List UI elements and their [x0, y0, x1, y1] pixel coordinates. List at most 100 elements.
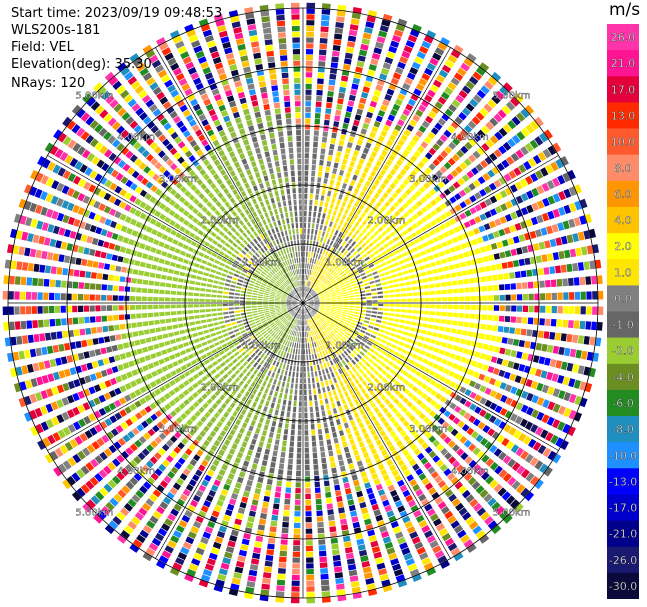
gate-cell: [474, 394, 482, 402]
gate-cell: [26, 277, 33, 286]
gate-cell: [378, 444, 385, 452]
gate-cell: [38, 278, 44, 287]
gate-cell: [373, 351, 380, 357]
gate-cell: [280, 285, 285, 290]
gate-cell: [259, 4, 269, 11]
gate-cell: [460, 534, 470, 544]
gate-cell: [183, 200, 190, 207]
gate-cell: [94, 173, 103, 182]
gate-cell: [332, 554, 341, 561]
gate-cell: [530, 475, 540, 486]
gate-cell: [257, 307, 263, 310]
gate-cell: [321, 189, 326, 196]
gate-cell: [544, 357, 551, 366]
gate-cell: [249, 359, 255, 365]
gate-cell: [437, 555, 448, 564]
gate-cell: [104, 218, 112, 226]
gate-cell: [441, 358, 448, 365]
gate-cell: [341, 183, 347, 189]
gate-cell: [104, 149, 113, 158]
gate-cell: [317, 521, 324, 528]
gate-cell: [293, 276, 296, 282]
gate-cell: [146, 444, 154, 453]
gate-cell: [512, 339, 520, 346]
gate-cell: [320, 148, 326, 155]
gate-cell: [292, 312, 297, 317]
gate-cell: [188, 34, 199, 43]
gate-cell: [208, 552, 218, 561]
gate-cell: [119, 397, 127, 405]
gate-cell: [330, 372, 335, 378]
gate-cell: [259, 417, 265, 423]
gate-cell: [299, 263, 301, 269]
gate-cell: [40, 390, 48, 400]
gate-cell: [399, 416, 406, 423]
gate-cell: [303, 268, 305, 275]
gate-cell: [277, 474, 283, 481]
gate-cell: [380, 530, 390, 539]
gate-cell: [511, 480, 521, 490]
gate-cell: [398, 384, 405, 391]
gate-cell: [308, 304, 314, 307]
gate-cell: [233, 273, 240, 278]
gate-cell: [339, 134, 346, 141]
gate-cell: [206, 558, 216, 566]
gate-cell: [363, 432, 370, 440]
gate-cell: [291, 8, 300, 14]
gate-cell: [318, 55, 326, 61]
gate-cell: [394, 389, 401, 396]
gate-cell: [381, 350, 388, 356]
gate-cell: [184, 408, 192, 416]
gate-cell: [370, 318, 376, 322]
gate-cell: [291, 592, 300, 598]
gate-cell: [108, 325, 115, 332]
gate-cell: [49, 319, 56, 327]
gate-cell: [53, 466, 63, 477]
gate-cell: [289, 277, 293, 283]
gate-cell: [37, 156, 46, 166]
gate-cell: [290, 284, 294, 289]
gate-cell: [217, 266, 224, 271]
gate-cell: [198, 406, 205, 414]
gate-cell: [368, 389, 375, 396]
gate-cell: [177, 45, 187, 54]
gate-cell: [61, 185, 70, 195]
gate-cell: [292, 304, 298, 307]
gate-cell: [479, 534, 490, 544]
gate-cell: [35, 392, 43, 402]
gate-cell: [281, 405, 286, 411]
gate-cell: [174, 406, 182, 414]
gate-cell: [300, 251, 303, 257]
gate-cell: [319, 307, 325, 310]
gate-cell: [261, 507, 268, 514]
gate-cell: [454, 394, 462, 402]
gate-cell: [218, 130, 226, 137]
gate-cell: [364, 344, 370, 350]
gate-cell: [405, 454, 413, 462]
gate-cell: [343, 117, 351, 124]
gate-cell: [169, 246, 176, 252]
gate-cell: [311, 310, 316, 315]
gate-cell: [199, 265, 206, 270]
gate-cell: [202, 173, 210, 181]
gate-cell: [301, 292, 303, 298]
gate-cell: [275, 166, 281, 173]
gate-cell: [331, 402, 336, 409]
gate-cell: [256, 357, 262, 363]
gate-cell: [253, 547, 262, 554]
gate-cell: [358, 422, 365, 429]
gate-cell: [277, 568, 286, 574]
gate-cell: [94, 141, 104, 151]
gate-cell: [124, 133, 134, 143]
gate-cell: [190, 241, 197, 247]
gate-cell: [343, 446, 350, 453]
gate-cell: [217, 312, 223, 316]
gate-cell: [30, 169, 39, 180]
gate-cell: [142, 552, 153, 562]
gate-cell: [285, 481, 292, 488]
gate-cell: [171, 317, 177, 323]
gate-cell: [230, 381, 237, 388]
gate-cell: [435, 382, 442, 390]
gate-cell: [484, 399, 493, 408]
gate-cell: [14, 321, 21, 330]
